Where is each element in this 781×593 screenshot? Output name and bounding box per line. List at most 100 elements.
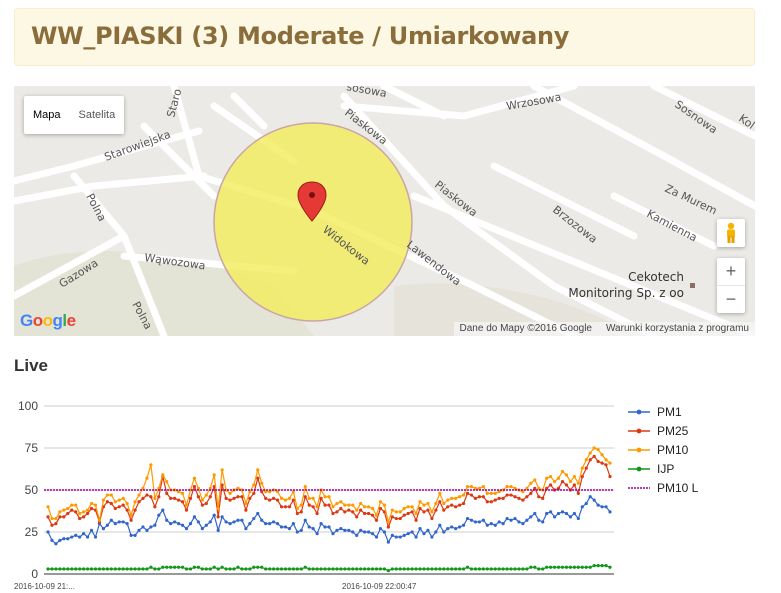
data-point[interactable] — [78, 511, 82, 516]
data-point[interactable] — [374, 535, 379, 539]
data-point[interactable] — [390, 508, 394, 512]
data-point[interactable] — [489, 522, 493, 526]
data-point[interactable] — [244, 527, 248, 531]
data-point[interactable] — [458, 495, 462, 499]
data-point[interactable] — [454, 527, 458, 531]
data-point[interactable] — [161, 508, 165, 512]
data-point[interactable] — [149, 565, 153, 569]
data-point[interactable] — [568, 480, 573, 484]
data-point[interactable] — [592, 498, 596, 502]
data-point[interactable] — [66, 511, 70, 516]
data-point[interactable] — [97, 518, 102, 522]
data-point[interactable] — [501, 522, 505, 526]
data-point[interactable] — [556, 476, 561, 480]
data-point[interactable] — [323, 503, 327, 507]
data-point[interactable] — [188, 488, 193, 492]
data-point[interactable] — [137, 500, 141, 504]
legend-label[interactable]: PM25 — [657, 424, 689, 438]
data-point[interactable] — [461, 501, 466, 506]
data-point[interactable] — [394, 535, 398, 539]
data-point[interactable] — [576, 481, 580, 485]
data-point[interactable] — [378, 527, 383, 531]
data-point[interactable] — [129, 518, 133, 522]
data-point[interactable] — [473, 486, 478, 490]
data-point[interactable] — [315, 511, 319, 516]
data-point[interactable] — [355, 533, 359, 537]
data-point[interactable] — [54, 542, 58, 546]
data-point[interactable] — [283, 505, 288, 509]
data-point[interactable] — [165, 518, 169, 522]
data-point[interactable] — [351, 510, 355, 514]
data-point[interactable] — [378, 500, 383, 504]
data-point[interactable] — [509, 485, 513, 489]
data-point[interactable] — [414, 567, 418, 571]
data-point[interactable] — [552, 565, 557, 569]
data-point[interactable] — [46, 567, 50, 571]
data-point[interactable] — [70, 503, 74, 507]
data-point[interactable] — [303, 495, 307, 499]
data-point[interactable] — [564, 473, 569, 477]
data-point[interactable] — [556, 486, 561, 490]
data-point[interactable] — [580, 466, 584, 470]
data-point[interactable] — [378, 567, 383, 571]
data-point[interactable] — [552, 480, 557, 484]
data-point[interactable] — [93, 567, 98, 571]
data-point[interactable] — [200, 498, 204, 502]
data-point[interactable] — [295, 506, 299, 511]
data-point[interactable] — [450, 567, 454, 571]
data-point[interactable] — [169, 522, 173, 526]
data-point[interactable] — [355, 508, 359, 512]
data-point[interactable] — [188, 496, 193, 500]
data-point[interactable] — [481, 518, 485, 522]
data-point[interactable] — [283, 498, 288, 502]
data-point[interactable] — [260, 481, 264, 485]
data-point[interactable] — [549, 510, 553, 514]
data-point[interactable] — [596, 564, 600, 568]
data-point[interactable] — [283, 567, 288, 571]
data-point[interactable] — [418, 500, 422, 504]
data-point[interactable] — [129, 513, 133, 517]
data-point[interactable] — [268, 567, 272, 571]
data-point[interactable] — [58, 510, 62, 514]
legend-label[interactable]: IJP — [657, 462, 674, 476]
data-point[interactable] — [295, 530, 299, 534]
data-point[interactable] — [240, 488, 244, 492]
data-point[interactable] — [192, 485, 197, 489]
data-point[interactable] — [525, 495, 529, 499]
data-point[interactable] — [426, 508, 430, 512]
data-point[interactable] — [105, 567, 109, 571]
data-point[interactable] — [398, 535, 402, 539]
data-point[interactable] — [604, 505, 608, 509]
data-point[interactable] — [180, 491, 185, 495]
data-point[interactable] — [279, 496, 284, 500]
data-point[interactable] — [517, 520, 521, 524]
data-point[interactable] — [161, 473, 165, 477]
data-point[interactable] — [157, 567, 161, 571]
data-point[interactable] — [608, 474, 612, 479]
data-point[interactable] — [489, 491, 493, 495]
data-point[interactable] — [454, 567, 458, 571]
data-point[interactable] — [200, 527, 204, 531]
data-point[interactable] — [541, 496, 545, 500]
data-point[interactable] — [133, 567, 137, 571]
data-point[interactable] — [477, 495, 481, 499]
data-point[interactable] — [370, 513, 375, 517]
data-point[interactable] — [485, 500, 489, 504]
data-point[interactable] — [165, 565, 169, 569]
data-point[interactable] — [497, 567, 501, 571]
data-point[interactable] — [299, 510, 303, 514]
data-point[interactable] — [521, 490, 525, 494]
data-point[interactable] — [271, 567, 276, 571]
data-point[interactable] — [105, 523, 109, 527]
data-point[interactable] — [85, 535, 90, 539]
terms-link[interactable]: Warunki korzystania z programu — [605, 323, 749, 334]
data-point[interactable] — [564, 511, 569, 516]
data-point[interactable] — [521, 498, 525, 502]
data-point[interactable] — [113, 506, 117, 511]
data-point[interactable] — [525, 567, 529, 571]
data-point[interactable] — [497, 520, 501, 524]
data-point[interactable] — [406, 511, 410, 516]
data-point[interactable] — [576, 516, 580, 521]
data-point[interactable] — [117, 520, 121, 524]
data-point[interactable] — [275, 522, 280, 526]
